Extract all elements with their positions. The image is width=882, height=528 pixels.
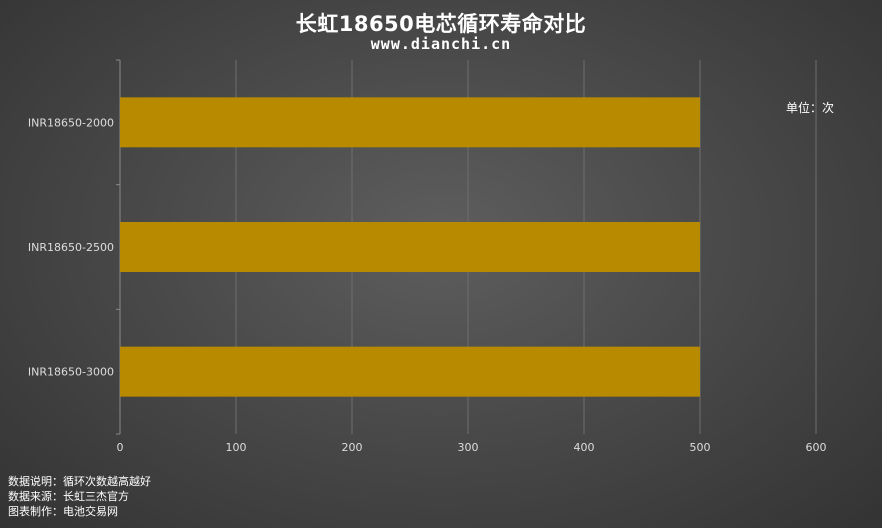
- x-tick-label: 400: [574, 441, 595, 454]
- x-tick-label: 100: [226, 441, 247, 454]
- x-tick-label: 500: [690, 441, 711, 454]
- chart-subtitle: www.dianchi.cn: [370, 35, 512, 53]
- x-tick-label: 0: [117, 441, 124, 454]
- x-tick-label: 300: [458, 441, 479, 454]
- y-category-label: INR18650-2000: [28, 116, 114, 129]
- y-category-label: INR18650-3000: [28, 366, 114, 379]
- note-chart-author: 图表制作：电池交易网: [8, 505, 118, 518]
- chart-title: 长虹18650电芯循环寿命对比: [295, 12, 587, 36]
- unit-label: 单位：次: [786, 101, 835, 115]
- x-tick-label: 600: [806, 441, 827, 454]
- y-category-label: INR18650-2500: [28, 241, 114, 254]
- note-data-description: 数据说明：循环次数越高越好: [8, 475, 151, 488]
- x-tick-label: 200: [342, 441, 363, 454]
- chart-notes: 数据说明：循环次数越高越好 数据来源：长虹三杰官方 图表制作：电池交易网: [8, 474, 151, 519]
- bar: [120, 346, 700, 397]
- note-data-source: 数据来源：长虹三杰官方: [8, 490, 129, 503]
- bar: [120, 222, 700, 272]
- bar: [120, 97, 700, 148]
